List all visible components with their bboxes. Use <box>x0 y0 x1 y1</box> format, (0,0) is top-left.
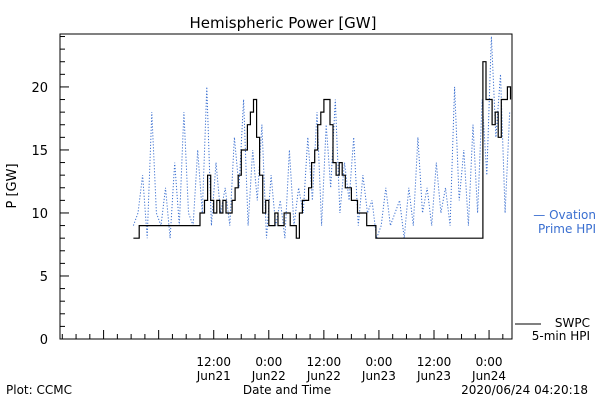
x-tick-label-time: 12:00 <box>417 355 452 369</box>
chart-title: Hemispheric Power [GW] <box>190 14 377 32</box>
x-tick-label-date: Jun23 <box>416 369 451 383</box>
y-tick-label: 0 <box>40 333 48 348</box>
y-tick-label: 5 <box>40 270 48 285</box>
timestamp: 2020/06/24 04:20:18 <box>461 383 588 397</box>
x-tick-label-time: 0:00 <box>476 355 503 369</box>
legend-swpc-line1: SWPC <box>555 316 590 330</box>
x-tick-label-date: Jun22 <box>306 369 341 383</box>
x-tick-label-date: Jun22 <box>251 369 286 383</box>
y-tick-label: 20 <box>31 81 48 96</box>
plot-credit: Plot: CCMC <box>6 383 72 397</box>
legend-ovation: — Ovation Prime HPI <box>533 208 596 236</box>
legend-swpc-line2: 5-min HPI <box>532 329 590 343</box>
plot-area <box>59 33 513 340</box>
x-tick-label-date: Jun21 <box>196 369 231 383</box>
legend-swpc: SWPC 5-min HPI <box>515 316 590 343</box>
legend-ovation-line1: — Ovation <box>533 208 596 222</box>
x-tick-label-time: 0:00 <box>255 355 282 369</box>
y-axis: 0 5 10 15 20 <box>31 36 69 348</box>
x-axis-label: Date and Time <box>243 383 331 397</box>
y-axis-label: P [GW] <box>5 163 20 208</box>
x-tick-label-date: Jun23 <box>361 369 396 383</box>
y-tick-label: 10 <box>31 207 48 222</box>
legend-ovation-line2: Prime HPI <box>538 222 596 236</box>
x-tick-label-date: Jun24 <box>471 369 506 383</box>
x-tick-label-time: 12:00 <box>307 355 342 369</box>
plot-border <box>59 33 513 340</box>
series-swpc-line <box>133 61 512 239</box>
x-tick-label-time: 0:00 <box>365 355 392 369</box>
y-tick-label: 15 <box>31 144 48 159</box>
series-ovation-line <box>132 36 511 239</box>
series-layer <box>132 36 512 239</box>
x-tick-label-time: 12:00 <box>196 355 231 369</box>
x-axis: 12:00Jun210:00Jun2212:00Jun220:00Jun2312… <box>61 330 506 383</box>
